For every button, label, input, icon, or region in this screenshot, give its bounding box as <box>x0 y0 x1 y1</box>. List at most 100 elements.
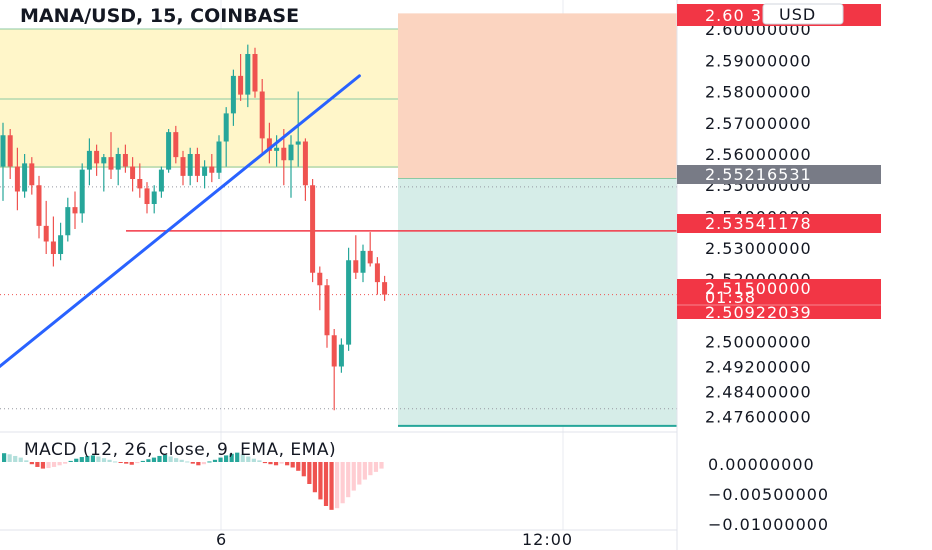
trend-line[interactable] <box>0 74 361 370</box>
candle-body <box>137 179 143 189</box>
candle-body <box>50 241 56 254</box>
macd-histogram-bar <box>79 457 84 462</box>
candle-body <box>108 157 114 170</box>
candle-body <box>43 225 49 242</box>
macd-histogram-bar <box>101 458 107 462</box>
stop-loss-zone[interactable] <box>398 13 677 179</box>
macd-histogram-bar <box>307 462 312 484</box>
macd-histogram-bar <box>207 461 212 463</box>
candlestick-series <box>0 44 388 411</box>
candle-body <box>79 169 85 214</box>
price-axis[interactable] <box>677 0 932 550</box>
candle-body <box>310 185 316 273</box>
candle-body <box>360 250 366 273</box>
macd-histogram-bar <box>201 462 206 465</box>
macd-histogram-bar <box>240 454 245 462</box>
macd-histogram-bar <box>340 462 345 504</box>
candle-body <box>252 54 258 92</box>
candle-body <box>266 138 272 151</box>
candle-body <box>115 154 121 170</box>
candle-body <box>259 91 265 139</box>
macd-histogram-bar <box>196 462 201 466</box>
time-label-day: 6 <box>216 530 227 549</box>
candle-body <box>86 150 92 170</box>
macd-histogram-bar <box>301 462 306 477</box>
macd-histogram-bar <box>373 462 379 472</box>
macd-histogram-bar <box>368 462 373 476</box>
candle-body <box>166 132 172 170</box>
macd-histogram-bar <box>51 462 57 467</box>
candle-body <box>230 75 236 114</box>
currency-button[interactable] <box>762 3 844 25</box>
candle-body <box>202 166 208 176</box>
candle-body <box>374 263 380 283</box>
macd-histogram-bar <box>279 462 284 464</box>
take-profit-zone[interactable] <box>398 178 677 426</box>
candle-body <box>158 169 164 192</box>
candle-body <box>209 166 215 173</box>
candle-body <box>281 147 287 161</box>
symbol-title: MANA/USD, 15, COINBASE <box>20 5 299 27</box>
candle-body <box>324 285 330 336</box>
macd-histogram-bar <box>174 458 179 462</box>
low-price-tag-text: 2.50922039 <box>705 303 812 322</box>
macd-histogram-bar <box>185 461 190 463</box>
candle-body <box>101 157 107 164</box>
candle-body <box>36 185 42 226</box>
candle-body <box>14 166 20 192</box>
candle-body <box>72 207 78 214</box>
macd-histogram-bar <box>312 462 317 493</box>
time-label-noon: 12:00 <box>522 530 573 549</box>
macd-histogram-bar <box>146 459 151 462</box>
candle-body <box>0 135 6 167</box>
candle-body <box>238 75 244 95</box>
macd-tick-label: −0.00500000 <box>708 485 829 504</box>
price-tick-label: 2.57000000 <box>705 114 812 133</box>
macd-histogram-bar <box>351 462 356 491</box>
macd-histogram-bar <box>273 462 279 466</box>
macd-histogram-bar <box>251 458 256 462</box>
candle-body <box>331 335 337 367</box>
macd-histogram-bar <box>40 462 46 469</box>
macd-histogram-bar <box>113 461 118 463</box>
macd-histogram-bar <box>179 459 184 462</box>
macd-tick-label: −0.01000000 <box>708 515 829 534</box>
candle-body <box>245 54 251 95</box>
entry-price-tag <box>677 165 881 184</box>
macd-label: MACD (12, 26, close, 9, EMA, EMA) <box>24 440 336 460</box>
macd-histogram-bar <box>151 457 157 462</box>
candle-body <box>180 157 186 176</box>
macd-histogram-bar <box>18 457 23 462</box>
macd-histogram-bar <box>285 462 290 466</box>
macd-histogram-bar <box>357 462 362 485</box>
macd-tick-label: 0.00000000 <box>708 455 815 474</box>
current-price-tag-text: 2.51500000 <box>705 279 812 298</box>
candle-body <box>144 188 150 204</box>
candle-body <box>194 154 200 176</box>
macd-histogram-bar <box>129 462 134 465</box>
macd-histogram-bar <box>74 458 79 462</box>
candle-body <box>130 166 136 179</box>
candle-body <box>122 154 128 167</box>
macd-histogram-bar <box>212 459 218 462</box>
macd-histogram-bar <box>379 462 384 469</box>
resistance-price-tag-text: 2.53541178 <box>705 214 812 233</box>
macd-histogram-bar <box>118 462 123 463</box>
macd-histogram-bar <box>235 452 240 462</box>
macd-histogram-bar <box>135 462 140 464</box>
macd-histogram-bar <box>140 460 145 462</box>
macd-histogram-bar <box>46 462 51 469</box>
macd-histogram-bar <box>335 462 340 509</box>
macd-histogram-bar <box>162 454 168 462</box>
candle-body <box>338 344 344 367</box>
macd-histogram-bar <box>190 462 195 464</box>
current-price-tag <box>677 279 881 319</box>
candle-body <box>29 163 35 186</box>
price-tick-label: 2.50000000 <box>705 333 812 352</box>
price-tick-label: 2.47600000 <box>705 408 812 427</box>
price-tick-label: 2.56000000 <box>705 145 812 164</box>
price-tick-label: 2.48400000 <box>705 383 812 402</box>
candle-body <box>187 154 193 176</box>
macd-histogram-bar <box>329 462 334 510</box>
